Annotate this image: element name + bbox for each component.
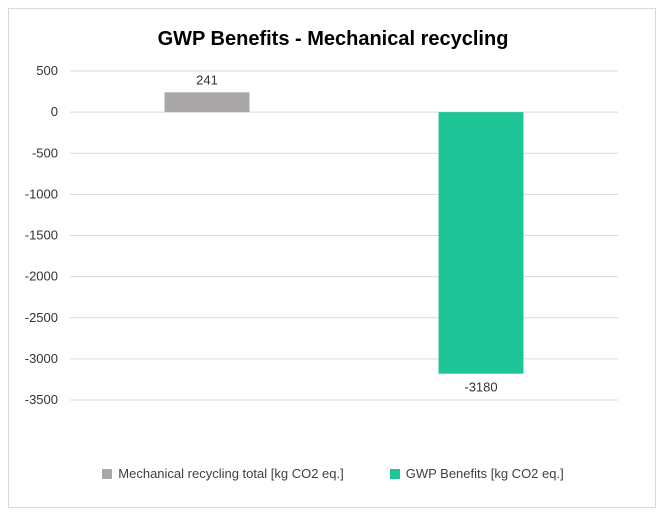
legend-label-mechanical-recycling: Mechanical recycling total [kg CO2 eq.] bbox=[118, 466, 344, 481]
y-tick-label-2: -500 bbox=[32, 145, 58, 160]
bar-1 bbox=[438, 112, 524, 374]
legend-swatch-mechanical-recycling bbox=[102, 468, 113, 479]
chart-title: GWP Benefits - Mechanical recycling bbox=[157, 28, 509, 50]
legend-label-gwp-benefits: GWP Benefits [kg CO2 eq.] bbox=[405, 466, 564, 481]
legend-item-mechanical-recycling: Mechanical recycling total [kg CO2 eq.] bbox=[102, 466, 344, 481]
y-tick-label-0: 500 bbox=[36, 63, 58, 78]
data-label-0: 241 bbox=[196, 72, 218, 87]
y-tick-label-4: -1500 bbox=[25, 228, 58, 243]
legend-item-gwp-benefits: GWP Benefits [kg CO2 eq.] bbox=[389, 466, 564, 481]
chart-legend: Mechanical recycling total [kg CO2 eq.] … bbox=[0, 466, 666, 481]
chart-frame bbox=[8, 8, 656, 508]
y-tick-label-6: -2500 bbox=[25, 310, 58, 325]
y-tick-label-1: 0 bbox=[51, 104, 58, 119]
y-tick-label-3: -1000 bbox=[25, 186, 58, 201]
data-label-1: -3180 bbox=[464, 380, 497, 395]
legend-swatch-gwp-benefits bbox=[389, 468, 400, 479]
y-tick-label-5: -2000 bbox=[25, 269, 58, 284]
y-tick-label-7: -3000 bbox=[25, 351, 58, 366]
y-tick-label-8: -3500 bbox=[25, 392, 58, 407]
bar-0 bbox=[164, 92, 250, 113]
